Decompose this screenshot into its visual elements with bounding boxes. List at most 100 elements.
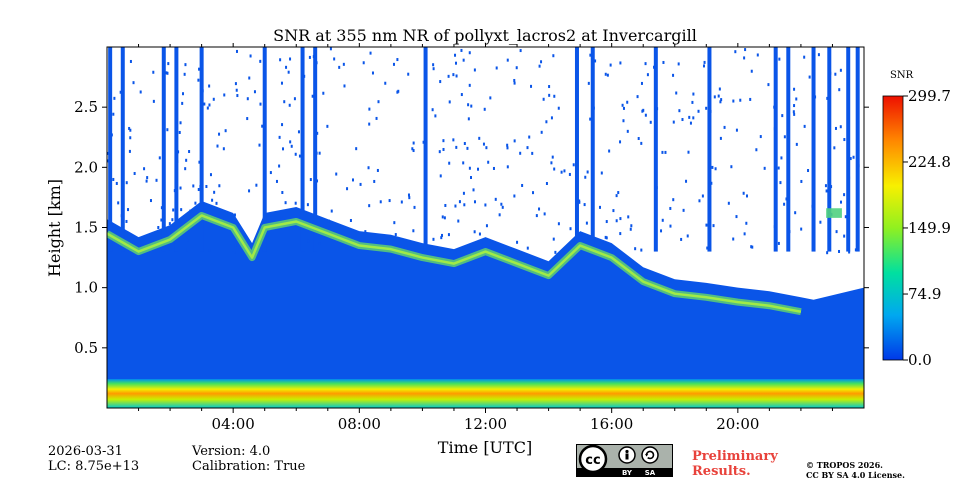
copyright-line-2: CC BY SA 4.0 License.: [806, 470, 905, 480]
noise-speck: [554, 250, 557, 254]
noise-speck: [408, 196, 411, 200]
noise-speck: [233, 213, 236, 217]
noise-speck: [749, 97, 752, 101]
noise-speck: [329, 47, 332, 51]
noise-speck: [362, 61, 365, 65]
noise-speck: [184, 167, 187, 171]
noise-speck: [689, 121, 692, 125]
noise-speck: [649, 120, 652, 124]
noise-speck: [186, 248, 189, 252]
noise-speck: [298, 154, 301, 158]
noise-speck: [792, 110, 795, 114]
y-tick-label: 2.5: [74, 98, 98, 116]
sa-share-alike-icon: [641, 446, 659, 464]
svg-text:SA: SA: [645, 469, 656, 477]
noise-speck: [452, 138, 455, 142]
noise-speck: [235, 88, 238, 92]
noise-speck: [583, 203, 586, 207]
noise-speck: [165, 71, 168, 75]
noise-speck: [112, 112, 115, 116]
noise-speck: [448, 161, 451, 165]
noise-speck: [443, 216, 446, 220]
noise-speck: [727, 201, 730, 205]
vertical-streak: [811, 47, 816, 252]
colorbar-tick-label: 299.7: [908, 87, 951, 105]
noise-speck: [557, 222, 560, 226]
noise-speck: [578, 199, 581, 203]
noise-speck: [218, 132, 221, 136]
noise-speck: [808, 75, 811, 79]
noise-speck: [345, 247, 348, 251]
noise-speck: [326, 124, 329, 128]
noise-speck: [543, 212, 546, 216]
noise-speck: [735, 128, 738, 132]
noise-speck: [622, 106, 625, 110]
noise-speck: [702, 64, 705, 68]
noise-speck: [452, 73, 455, 77]
noise-speck: [472, 188, 475, 192]
noise-speck: [206, 106, 209, 110]
noise-speck: [535, 214, 538, 218]
noise-speck: [289, 57, 292, 61]
x-tick-label: 08:00: [338, 415, 381, 433]
noise-speck: [498, 213, 501, 217]
noise-speck: [172, 222, 175, 226]
noise-speck: [795, 97, 798, 101]
noise-speck: [619, 140, 622, 144]
noise-speck: [526, 146, 529, 150]
noise-speck: [375, 116, 378, 120]
noise-speck: [848, 250, 851, 254]
noise-speck: [778, 57, 781, 61]
cc-icon: [578, 444, 608, 474]
noise-speck: [411, 147, 414, 151]
noise-speck: [233, 250, 236, 254]
noise-speck: [439, 174, 442, 178]
noise-speck: [178, 130, 181, 134]
noise-speck: [540, 60, 543, 64]
noise-speck: [113, 96, 116, 100]
noise-speck: [447, 233, 450, 237]
noise-speck: [132, 81, 135, 85]
noise-speck: [669, 224, 672, 228]
y-tick-label: 1.0: [74, 279, 98, 297]
noise-speck: [487, 160, 490, 164]
noise-speck: [145, 179, 148, 183]
noise-speck: [394, 233, 397, 237]
noise-speck: [168, 222, 171, 226]
noise-speck: [185, 158, 188, 162]
noise-speck: [368, 122, 371, 126]
noise-speck: [777, 241, 780, 245]
noise-speck: [550, 161, 553, 165]
noise-speck: [231, 251, 234, 255]
noise-speck: [460, 48, 463, 52]
noise-speck: [755, 148, 758, 152]
noise-speck: [468, 83, 471, 87]
noise-speck: [294, 201, 297, 205]
noise-speck: [697, 109, 700, 113]
noise-speck: [269, 171, 272, 175]
noise-speck: [462, 191, 465, 195]
noise-speck: [186, 238, 189, 242]
noise-speck: [208, 248, 211, 252]
noise-speck: [392, 62, 395, 66]
noise-speck: [457, 219, 460, 223]
noise-speck: [506, 146, 509, 150]
noise-speck: [166, 71, 169, 75]
noise-speck: [308, 55, 311, 59]
noise-speck: [661, 150, 664, 154]
noise-speck: [470, 176, 473, 180]
noise-speck: [146, 176, 149, 180]
noise-speck: [701, 194, 704, 198]
footer-calibration: Calibration: True: [192, 459, 306, 474]
colorbar-label: SNR: [890, 70, 914, 81]
noise-speck: [213, 190, 216, 194]
noise-speck: [473, 200, 476, 204]
noise-speck: [167, 62, 170, 66]
noise-speck: [682, 208, 685, 212]
noise-speck: [373, 179, 376, 183]
noise-speck: [843, 234, 846, 238]
noise-speck: [166, 128, 169, 132]
noise-speck: [306, 203, 309, 207]
noise-speck: [640, 141, 643, 145]
preliminary-line-1: Preliminary: [692, 449, 778, 464]
